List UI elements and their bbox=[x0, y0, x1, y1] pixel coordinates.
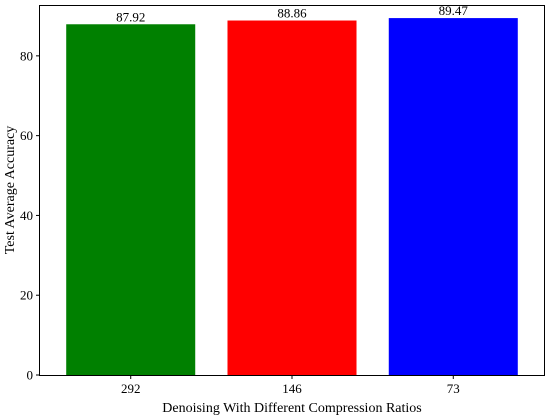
bar-73 bbox=[388, 18, 518, 376]
y-tick-label-80: 80 bbox=[20, 48, 33, 63]
y-ticks-layer: 0 20 40 60 80 bbox=[20, 48, 40, 383]
data-labels-layer: 87.92 88.86 89.47 bbox=[116, 3, 468, 24]
y-tick-label-60: 60 bbox=[20, 128, 33, 143]
bar-292 bbox=[66, 24, 196, 376]
y-tick-label-20: 20 bbox=[20, 288, 33, 303]
x-ticks-layer: 292 146 73 bbox=[121, 375, 460, 396]
x-tick-label-73: 73 bbox=[447, 381, 460, 396]
x-tick-label-292: 292 bbox=[121, 381, 141, 396]
y-tick-label-40: 40 bbox=[20, 208, 33, 223]
y-axis-label: Test Average Accuracy bbox=[3, 126, 18, 255]
x-axis-label: Denoising With Different Compression Rat… bbox=[162, 401, 421, 416]
x-tick-label-146: 146 bbox=[282, 381, 302, 396]
bar-146 bbox=[227, 20, 357, 376]
y-tick-label-0: 0 bbox=[27, 368, 34, 383]
data-label-292: 87.92 bbox=[116, 9, 145, 24]
data-label-73: 89.47 bbox=[439, 3, 469, 18]
plot-frame bbox=[39, 5, 545, 376]
bars-layer bbox=[66, 18, 518, 376]
data-label-146: 88.86 bbox=[277, 6, 307, 21]
